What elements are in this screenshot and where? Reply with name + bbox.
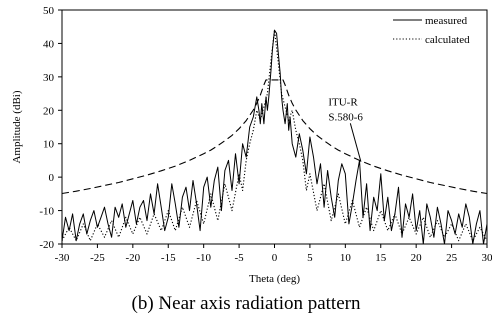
legend-label-calculated: calculated — [425, 34, 470, 46]
y-tick-label: 40 — [43, 38, 55, 50]
plot-frame — [61, 9, 488, 245]
x-axis-label: Theta (deg) — [249, 273, 300, 285]
series-layer — [62, 29, 487, 244]
ticks-layer: -30 -25 -20 -15 -10 -5 0 5 10 15 20 25 30 -20 -10 0 10 20… — [39, 5, 492, 264]
x-tick-label: 0 — [272, 252, 278, 264]
x-tick-label: -5 — [234, 252, 244, 264]
series-line-itu-r-s-580-6 — [62, 79, 487, 195]
y-tick-label: 0 — [49, 172, 55, 184]
figure-caption: (b) Near axis radiation pattern — [131, 293, 361, 314]
x-tick-label: -20 — [125, 252, 140, 264]
annotation-layer: ITU-R S.580-6 — [328, 96, 363, 162]
x-tick-label: -30 — [55, 252, 70, 264]
y-tick-label: -20 — [39, 239, 54, 251]
x-tick-label: 20 — [411, 252, 423, 264]
x-tick-label: 10 — [340, 252, 352, 264]
x-tick-label: -15 — [161, 252, 176, 264]
x-tick-label: -10 — [196, 252, 211, 264]
annotation-leader-line — [349, 123, 362, 162]
x-tick-label: 30 — [482, 252, 492, 264]
y-tick-label: 30 — [43, 72, 55, 84]
annotation-text: S.580-6 — [328, 111, 363, 123]
x-tick-label: 15 — [375, 252, 387, 264]
x-tick-label: 25 — [446, 252, 458, 264]
x-tick-label: -25 — [90, 252, 105, 264]
series-line-calculated — [62, 29, 487, 242]
annotation-text: ITU-R — [328, 96, 358, 108]
y-tick-label: 20 — [43, 105, 55, 117]
y-tick-label: 50 — [43, 5, 55, 17]
y-axis-label: Amplitude (dBi) — [11, 90, 23, 163]
series-line-measured — [62, 29, 487, 244]
y-tick-label: 10 — [43, 139, 55, 151]
y-tick-label: -10 — [39, 206, 54, 218]
legend: measured calculated — [393, 15, 470, 46]
x-tick-label: 5 — [307, 252, 313, 264]
legend-label-measured: measured — [425, 15, 468, 27]
